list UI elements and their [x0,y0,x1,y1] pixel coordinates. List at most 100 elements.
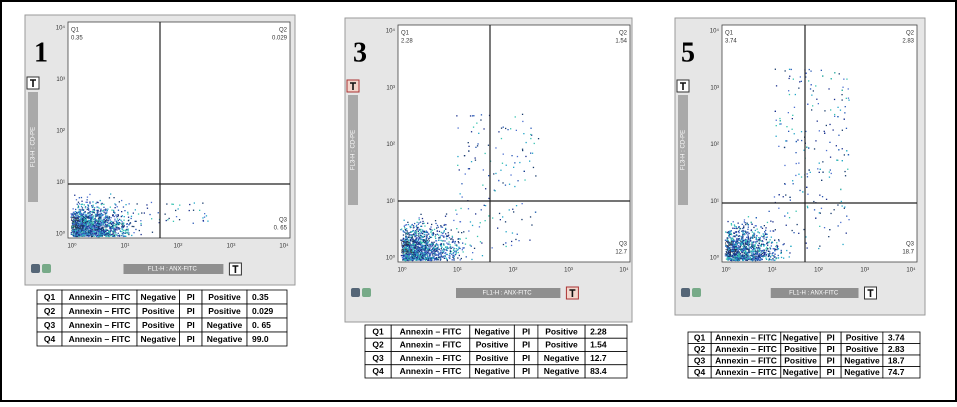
event-dot [78,203,80,205]
event-dot [449,247,451,249]
event-dot [404,227,406,229]
table-cell-text: PI [827,344,835,354]
event-dot [91,222,93,224]
event-dot [112,233,114,235]
event-dot [97,213,99,216]
event-dot [421,238,423,241]
event-dot [91,223,93,225]
event-dot [73,232,75,234]
event-dot [748,232,750,235]
event-dot [83,204,85,206]
event-dot [437,226,439,228]
event-dot [73,235,75,237]
event-dot [427,222,429,224]
event-dot [746,256,749,259]
event-dot [418,237,420,239]
event-dot [93,215,95,217]
event-dot [82,213,84,215]
event-dot [81,219,83,222]
event-dot [404,257,406,259]
event-dot [479,222,481,224]
event-dot [793,106,796,108]
event-dot [776,242,778,244]
event-dot [403,243,405,245]
event-dot [806,146,808,148]
event-dot [424,249,426,251]
event-dot [418,254,420,257]
event-dot [413,245,416,248]
event-dot [743,257,745,259]
event-dot [810,84,812,86]
quadrant-name: Q2 [279,28,288,34]
event-dot [402,243,404,245]
table-cell-text: Q2 [372,340,384,350]
event-dot [739,248,741,250]
event-dot [414,222,416,225]
event-dot [121,223,123,225]
quadrant-name: Q1 [401,31,410,37]
event-dot [766,221,769,224]
quadrant-value: 12.7 [615,250,627,256]
event-dot [81,229,83,232]
event-dot [733,240,735,242]
event-dot [777,257,780,259]
event-dot [431,250,433,253]
event-dot [128,232,130,234]
event-dot [843,154,845,156]
event-dot [407,253,409,256]
event-dot [839,109,842,111]
event-dot [117,223,120,225]
event-dot [752,235,754,237]
event-dot [760,240,762,242]
event-dot [413,233,415,235]
event-dot [779,123,781,125]
event-dot [754,260,757,262]
event-dot [735,242,737,244]
event-dot [479,241,482,243]
event-dot [433,228,436,231]
event-dot [790,68,792,71]
event-dot [95,219,97,221]
event-dot [732,235,735,237]
event-dot [74,221,77,223]
event-dot [429,253,432,255]
event-dot [114,218,116,220]
event-dot [427,233,430,235]
event-dot [117,214,119,216]
event-dot [835,145,837,147]
event-dot [91,235,94,237]
event-dot [123,223,125,225]
event-dot [418,229,421,231]
event-dot [78,230,80,232]
event-dot [87,205,89,207]
event-dot [828,171,830,173]
event-dot [756,259,759,261]
event-dot [96,232,98,234]
event-dot [474,159,477,161]
event-dot [84,234,86,236]
event-dot [795,140,797,143]
event-dot [125,235,127,237]
event-dot [419,257,421,260]
event-dot [418,228,420,230]
event-dot [93,230,95,232]
quadrant-value: 18.7 [902,250,914,256]
event-dot [97,209,99,211]
event-dot [77,224,79,226]
event-dot [745,238,747,240]
event-dot [429,249,431,252]
event-dot [72,233,74,235]
event-dot [87,216,89,218]
event-dot [463,155,466,157]
event-dot [502,126,504,128]
event-dot [415,225,417,228]
event-dot [408,254,410,256]
event-dot [482,169,484,171]
event-dot [74,233,76,236]
event-dot [447,232,449,234]
event-dot [416,256,419,258]
event-dot [749,246,751,249]
table-cell-text: Negative [783,367,819,377]
event-dot [739,242,741,244]
event-dot [121,226,123,228]
